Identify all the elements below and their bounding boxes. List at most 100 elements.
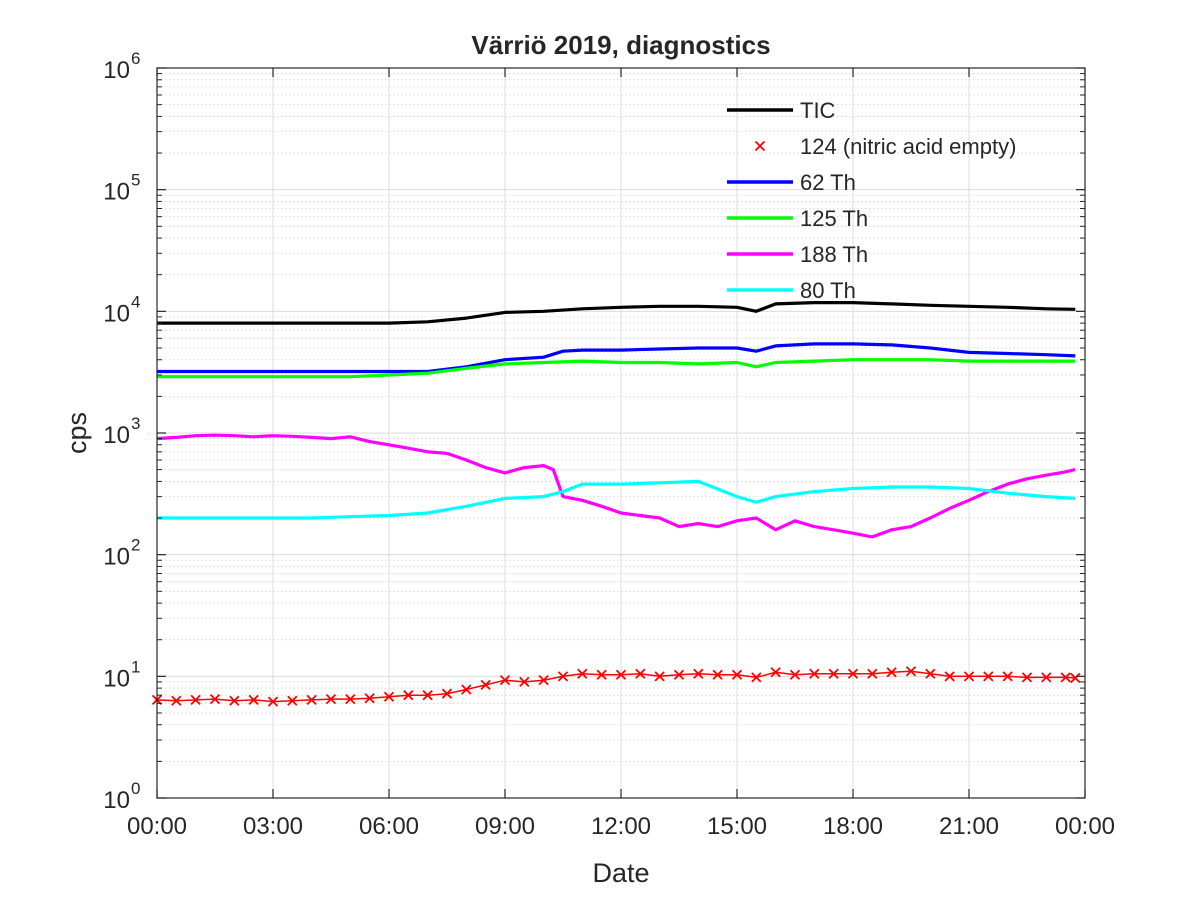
series-layer [151,301,1081,707]
legend-swatch [754,140,766,152]
x-tick-label: 12:00 [591,813,651,840]
series-80 [157,479,1076,520]
y-tick-label: 10 3 [103,414,140,449]
y-tick-label: 10 2 [103,536,140,571]
y-tick-label: 10 0 [103,779,140,814]
y-tick-exponent: 5 [131,171,140,190]
y-tick-base: 10 [103,57,130,84]
legend-item: 124 (nitric acid empty) [754,134,1016,159]
x-tick-label: 15:00 [707,813,767,840]
series-62 [157,342,1076,374]
data-point [944,671,955,682]
data-point [712,669,723,680]
legend-item: 125 Th [727,206,868,231]
data-point [963,671,975,682]
data-point [499,675,511,686]
y-tick-exponent: 2 [131,536,140,555]
data-point [770,667,781,678]
data-point [480,679,491,691]
y-tick-exponent: 1 [131,657,140,676]
legend-label: TIC [800,98,836,123]
y-tick-label: 10 1 [103,657,140,692]
data-point [828,668,839,679]
data-point [441,688,453,699]
data-point [925,668,936,679]
data-point [789,669,801,680]
data-point [422,690,433,701]
data-point [267,696,279,707]
data-point [654,671,665,682]
series-line [157,342,1076,374]
y-tick-base: 10 [103,787,130,814]
data-point [229,695,240,706]
legend-item: TIC [727,98,836,123]
data-point [306,694,317,706]
data-point [905,666,917,677]
data-point [519,676,530,688]
data-point [867,668,878,679]
series-125 [157,358,1076,379]
data-point [1070,672,1081,684]
data-point [325,693,337,705]
data-point [983,671,994,682]
data-point [190,694,201,706]
series-line [157,358,1076,379]
data-point [287,695,298,706]
legend-item: 80 Th [727,278,856,303]
data-point [248,694,259,706]
chart-title: Värriö 2019, diagnostics [471,30,770,60]
series-124 [151,666,1081,707]
y-tick-exponent: 0 [131,779,140,798]
y-axis-label: cps [62,412,92,454]
x-tick-label: 09:00 [475,813,535,840]
data-point [403,690,414,701]
data-point [1060,672,1071,683]
y-tick-label: 10 4 [103,292,140,327]
data-point [383,691,395,702]
data-point [751,672,762,683]
y-tick-exponent: 3 [131,414,140,433]
data-point [615,669,627,680]
y-tick-exponent: 4 [131,292,140,311]
series-line [157,301,1076,325]
data-point [557,671,569,682]
y-tick-base: 10 [103,665,130,692]
data-point [1041,672,1052,683]
legend-label: 80 Th [800,278,856,303]
data-point [693,668,704,679]
data-point [596,669,607,680]
data-point [1021,672,1033,683]
legend-label: 188 Th [800,242,868,267]
x-axis-label: Date [592,858,649,888]
legend-label: 124 (nitric acid empty) [800,134,1016,159]
series-line [156,433,1076,539]
data-point [577,668,588,679]
series-line [157,479,1076,520]
data-point [1002,671,1013,682]
data-point [847,668,859,679]
data-point [673,669,685,680]
y-tick-label: 10 5 [103,171,140,206]
data-point [886,667,897,678]
legend-label: 62 Th [800,170,856,195]
series-tic [157,301,1076,325]
data-point [538,675,549,686]
legend-item: 62 Th [727,170,856,195]
x-tick-label: 06:00 [359,813,419,840]
y-tick-exponent: 6 [131,49,140,68]
x-tick-labels: 00:00 03:00 06:00 09:00 12:00 15:00 18:00 21:00… [127,813,1115,840]
x-tick-label: 18:00 [823,813,883,840]
data-point [171,695,182,706]
data-point [209,693,221,705]
y-tick-base: 10 [103,300,130,327]
data-point [345,693,356,705]
y-tick-label: 10 6 [103,49,140,84]
y-tick-base: 10 [103,422,130,449]
data-point [461,684,472,695]
x-tick-label: 00:00 [1055,813,1115,840]
legend-item: 188 Th [727,242,868,267]
data-point [809,668,820,679]
y-tick-base: 10 [103,544,130,571]
